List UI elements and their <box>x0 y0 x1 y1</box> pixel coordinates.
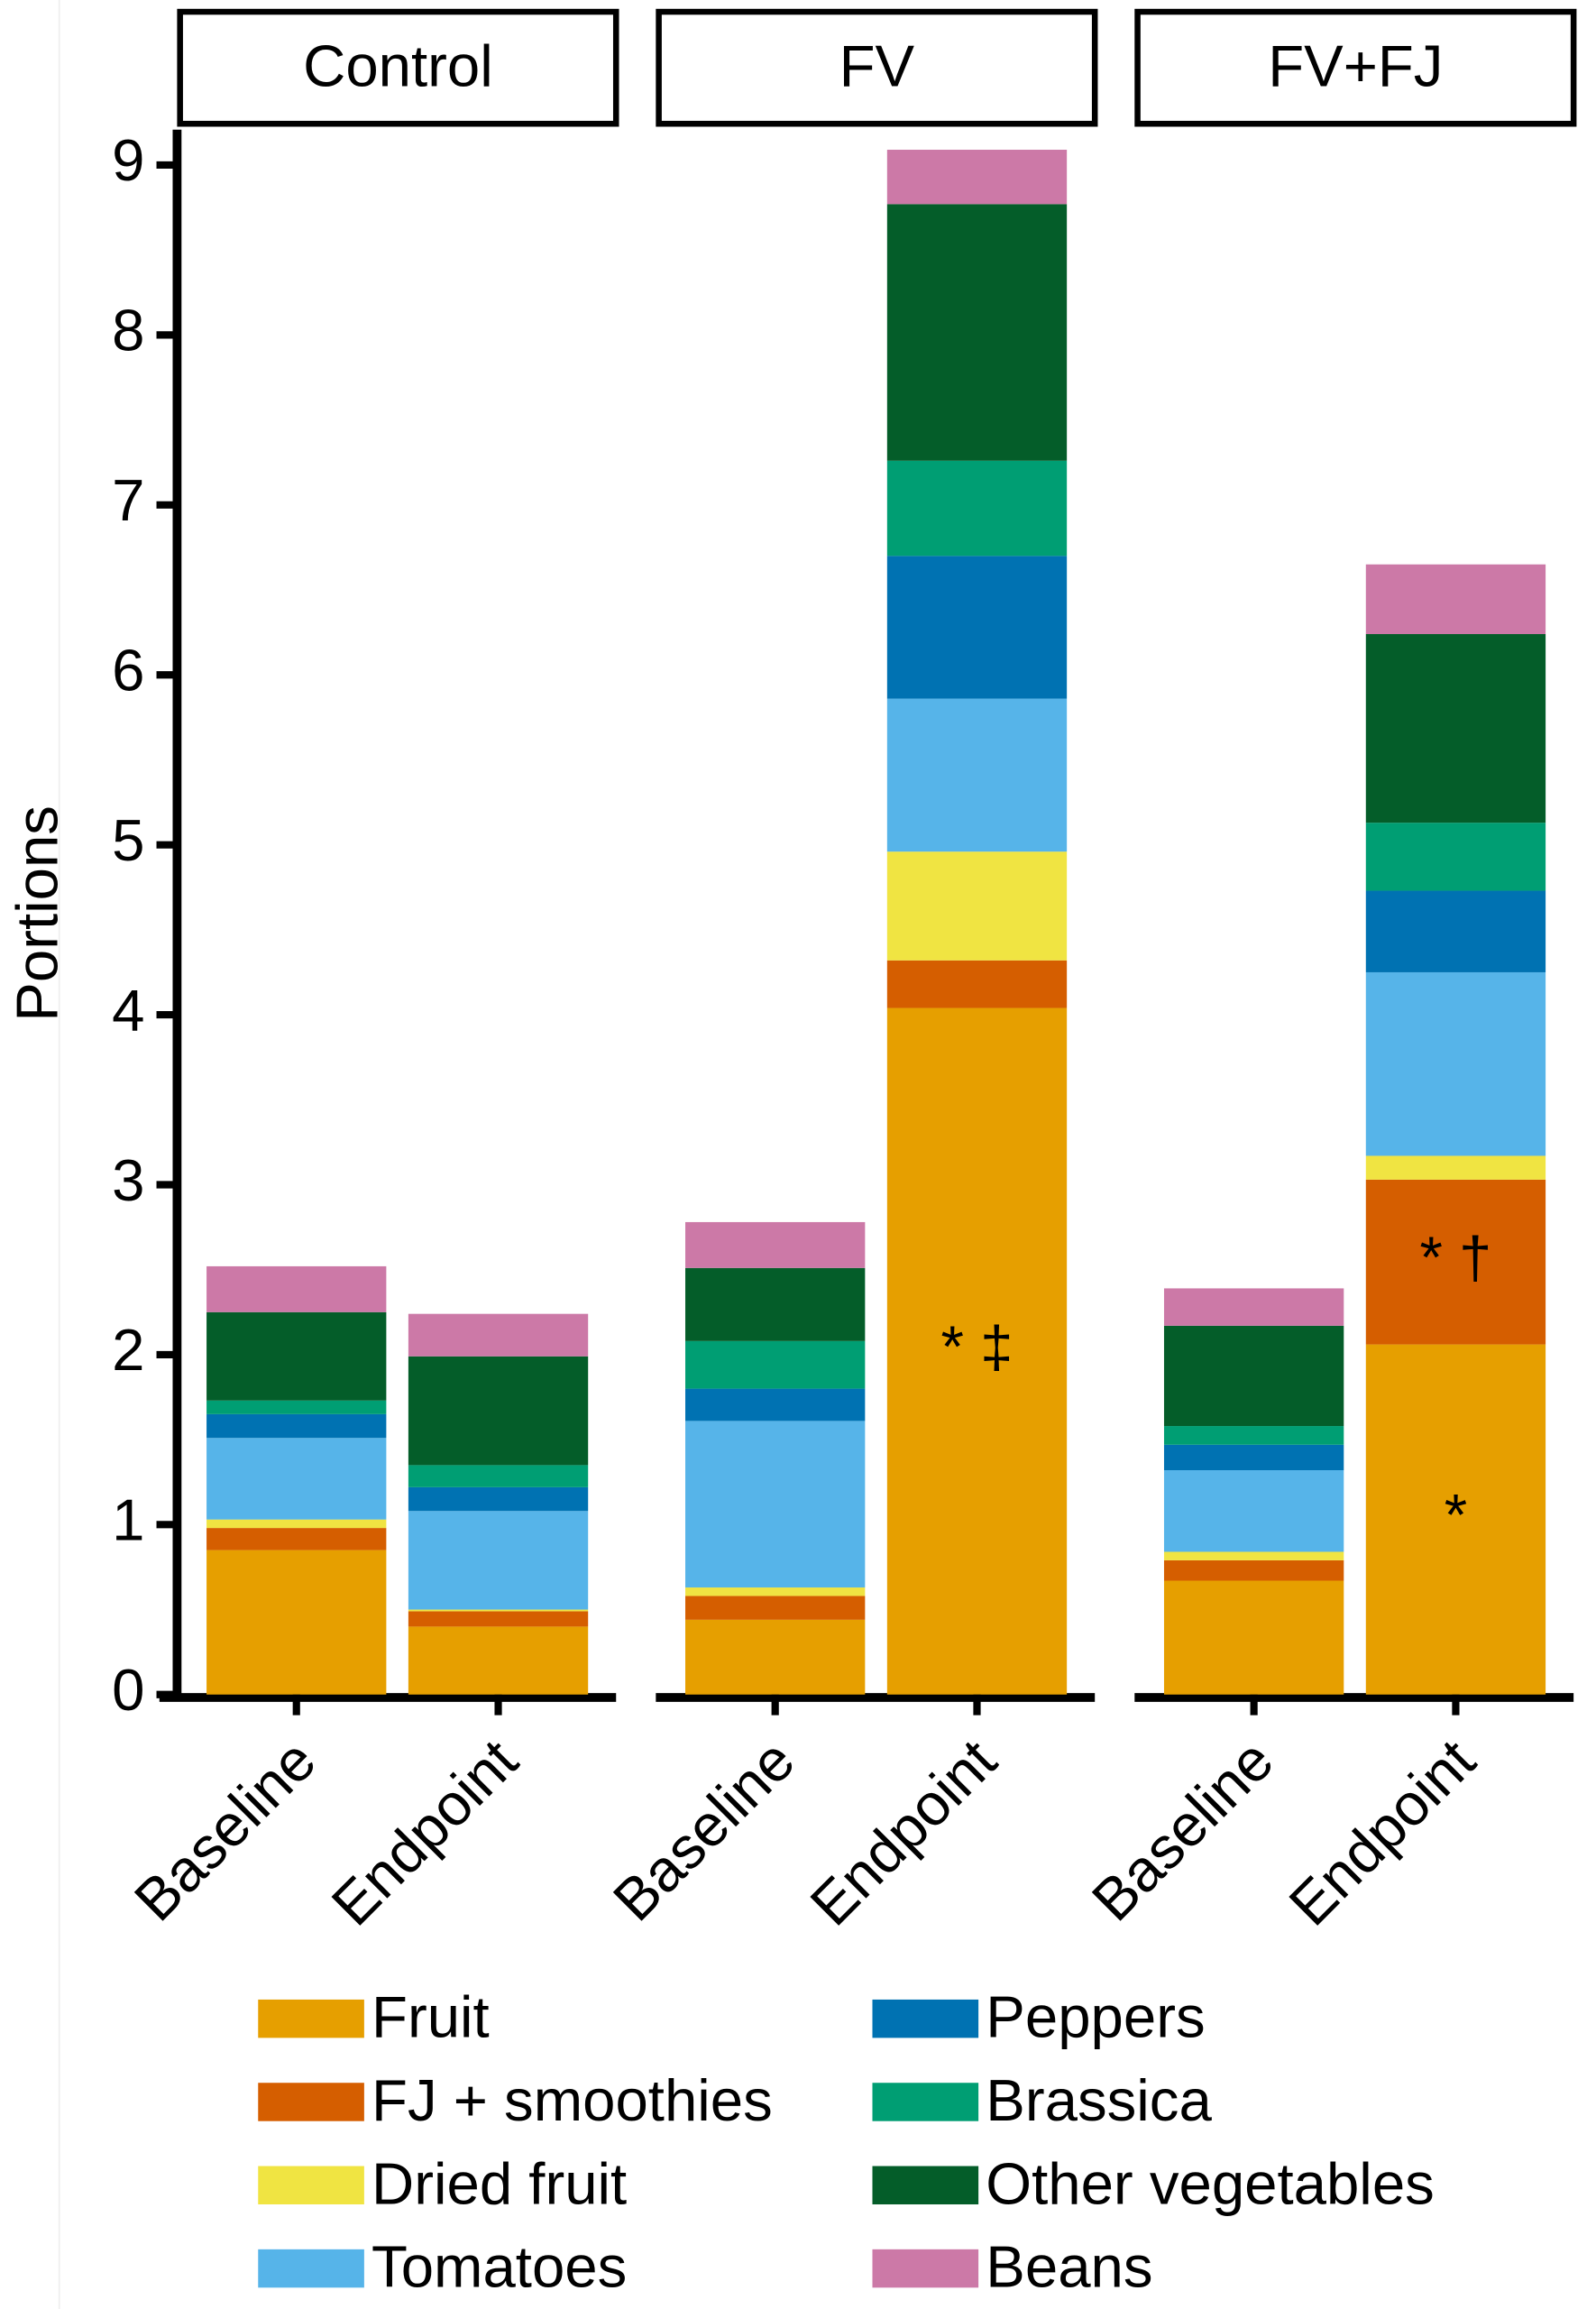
facet-header <box>1134 8 1577 127</box>
bar-segment <box>1365 823 1546 891</box>
bar-segment <box>685 1340 866 1389</box>
bar-segment <box>1365 971 1546 1156</box>
bar-segment <box>206 1528 387 1550</box>
bar-segment <box>685 1221 866 1268</box>
legend-swatch <box>258 2083 364 2121</box>
legend-label: Beans <box>986 2234 1152 2300</box>
x-tick-label: Baseline <box>122 1727 328 1934</box>
x-tick-label: Endpoint <box>319 1727 530 1938</box>
annotation: * <box>1445 1482 1467 1548</box>
legend-swatch <box>258 2166 364 2205</box>
y-tick-label: 6 <box>112 637 144 703</box>
facet-header <box>656 8 1098 127</box>
legend-swatch <box>872 2083 979 2121</box>
bar-segment <box>408 1356 589 1466</box>
y-tick-label: 2 <box>112 1317 144 1383</box>
bar-segment <box>1163 1288 1344 1326</box>
bar-segment <box>1163 1470 1344 1552</box>
bar-segment <box>886 698 1068 852</box>
bar-segment <box>408 1611 589 1627</box>
bar-segment <box>206 1413 387 1439</box>
facet-title: FV+FJ <box>1268 33 1443 99</box>
legend-label: Other vegetables <box>986 2150 1435 2216</box>
legend-swatch <box>872 1999 979 2038</box>
bar-segment <box>685 1587 866 1596</box>
bar-segment <box>685 1421 866 1588</box>
facet-header <box>177 8 619 127</box>
y-axis-label: Portions <box>4 805 69 1022</box>
x-tick-label: Endpoint <box>1277 1727 1488 1938</box>
y-tick-label: 7 <box>112 467 144 533</box>
y-tick-label: 3 <box>112 1147 144 1213</box>
bar-segment <box>408 1511 589 1610</box>
annotation: * ‡ <box>941 1313 1014 1379</box>
legend-label: Tomatoes <box>371 2234 627 2300</box>
bar-segment <box>886 556 1068 699</box>
annotation: * † <box>1419 1224 1491 1290</box>
y-tick-label: 1 <box>112 1487 144 1553</box>
bar-segment <box>886 960 1068 1008</box>
facet-title: FV <box>839 33 915 99</box>
bar-segment <box>408 1626 589 1695</box>
x-tick-label: Endpoint <box>798 1727 1009 1938</box>
bar-segment <box>408 1609 589 1612</box>
facet-title: Control <box>303 33 493 99</box>
bar-segment <box>1365 1179 1546 1345</box>
bar-segment <box>1365 564 1546 635</box>
bar-segment <box>1365 890 1546 972</box>
bar-segment <box>206 1519 387 1529</box>
bar-segment <box>886 851 1068 961</box>
bar-segment <box>886 204 1068 461</box>
bar-segment <box>886 460 1068 557</box>
bar-segment <box>206 1311 387 1401</box>
y-tick-label: 8 <box>112 298 144 363</box>
bar-segment <box>408 1486 589 1512</box>
legend-label: Dried fruit <box>371 2150 627 2216</box>
legend-swatch <box>872 2166 979 2205</box>
legend-label: Peppers <box>986 1984 1205 2050</box>
bar-segment <box>685 1596 866 1620</box>
y-tick-label: 5 <box>112 807 144 873</box>
x-tick-label: Baseline <box>601 1727 807 1934</box>
legend-swatch <box>872 2249 979 2288</box>
bar-segment <box>206 1550 387 1695</box>
legend-label: Fruit <box>371 1984 490 2050</box>
bar-segment <box>206 1438 387 1520</box>
bar-segment <box>1365 634 1546 823</box>
y-tick-label: 0 <box>112 1657 144 1723</box>
bar-segment <box>886 150 1068 205</box>
bar-segment <box>206 1265 387 1312</box>
bar-segment <box>408 1465 589 1487</box>
bar-segment <box>1365 1155 1546 1180</box>
bar-segment <box>685 1388 866 1421</box>
bar-segment <box>1163 1580 1344 1695</box>
bar-segment <box>685 1267 866 1341</box>
bar-segment <box>685 1619 866 1695</box>
bar-segment <box>1163 1551 1344 1560</box>
legend-swatch <box>258 1999 364 2038</box>
legend-label: FJ + smoothies <box>371 2067 773 2133</box>
bar-segment <box>206 1400 387 1414</box>
bar-segment <box>1365 1344 1546 1695</box>
legend-label: Brassica <box>986 2067 1212 2133</box>
y-tick-label: 9 <box>112 127 144 193</box>
legend-swatch <box>258 2249 364 2288</box>
bar-segment <box>1163 1444 1344 1471</box>
bar-segment <box>408 1313 589 1357</box>
bar-segment <box>1163 1426 1344 1445</box>
y-tick-label: 4 <box>112 977 144 1043</box>
bar-segment <box>886 1007 1068 1695</box>
x-tick-label: Baseline <box>1079 1727 1286 1934</box>
bar-segment <box>1163 1559 1344 1581</box>
bar-segment <box>1163 1325 1344 1427</box>
